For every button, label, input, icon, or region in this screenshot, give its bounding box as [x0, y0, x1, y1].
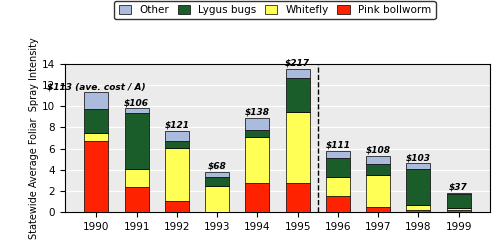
Bar — [165, 141, 189, 147]
Bar — [286, 78, 310, 112]
Bar — [286, 69, 310, 78]
Bar — [205, 172, 229, 177]
Bar — [406, 163, 430, 169]
Bar — [446, 210, 470, 212]
Bar — [246, 137, 270, 183]
Text: $68: $68 — [208, 161, 227, 171]
Bar — [286, 183, 310, 212]
Bar — [286, 112, 310, 183]
Bar — [246, 183, 270, 212]
Bar — [84, 141, 108, 212]
Text: $217: $217 — [285, 59, 310, 68]
Bar — [84, 133, 108, 141]
Bar — [366, 207, 390, 212]
Bar — [366, 156, 390, 164]
Text: $37: $37 — [449, 183, 468, 192]
Bar — [406, 210, 430, 212]
Bar — [165, 147, 189, 201]
Legend: Other, Lygus bugs, Whitefly, Pink bollworm: Other, Lygus bugs, Whitefly, Pink bollwo… — [114, 1, 436, 19]
Bar — [366, 175, 390, 207]
Bar — [326, 158, 350, 177]
Bar — [124, 108, 148, 113]
Bar — [246, 129, 270, 137]
Bar — [84, 109, 108, 133]
Bar — [205, 177, 229, 186]
Y-axis label: Statewide Average Foliar  Spray Intensity: Statewide Average Foliar Spray Intensity — [29, 37, 40, 239]
Bar — [124, 187, 148, 212]
Text: $103: $103 — [406, 153, 431, 162]
Bar — [84, 93, 108, 109]
Bar — [366, 164, 390, 175]
Bar — [446, 193, 470, 194]
Bar — [124, 113, 148, 169]
Bar — [165, 131, 189, 141]
Bar — [205, 186, 229, 212]
Bar — [326, 151, 350, 158]
Text: $113 (ave. cost / A): $113 (ave. cost / A) — [47, 82, 146, 91]
Text: $111: $111 — [326, 141, 350, 149]
Bar — [326, 177, 350, 196]
Bar — [406, 169, 430, 205]
Bar — [446, 208, 470, 210]
Bar — [246, 118, 270, 129]
Text: $106: $106 — [124, 98, 149, 107]
Bar — [446, 194, 470, 208]
Text: $121: $121 — [164, 120, 190, 129]
Bar — [406, 205, 430, 210]
Text: $108: $108 — [366, 146, 390, 155]
Text: $138: $138 — [245, 107, 270, 117]
Bar — [124, 169, 148, 187]
Bar — [165, 201, 189, 212]
Bar — [326, 196, 350, 212]
